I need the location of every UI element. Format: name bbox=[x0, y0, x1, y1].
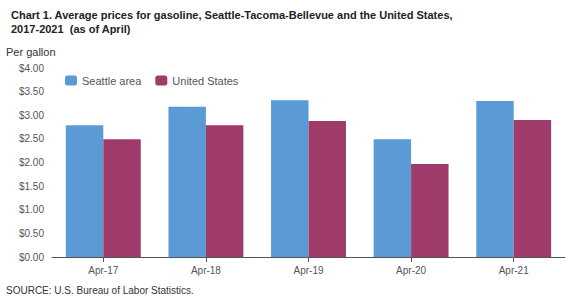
svg-text:$0.50: $0.50 bbox=[19, 228, 44, 239]
svg-text:Chart 1. Average prices for ga: Chart 1. Average prices for gasoline, Se… bbox=[11, 9, 453, 21]
svg-text:$4.00: $4.00 bbox=[19, 63, 44, 74]
svg-text:Apr-20: Apr-20 bbox=[396, 265, 426, 276]
svg-text:$0.00: $0.00 bbox=[19, 252, 44, 263]
svg-text:Apr-19: Apr-19 bbox=[293, 265, 323, 276]
svg-text:$1.00: $1.00 bbox=[19, 204, 44, 215]
svg-text:United States: United States bbox=[172, 75, 239, 87]
svg-text:$3.00: $3.00 bbox=[19, 110, 44, 121]
svg-text:Apr-17: Apr-17 bbox=[88, 265, 118, 276]
svg-text:Apr-21: Apr-21 bbox=[499, 265, 529, 276]
svg-text:Apr-18: Apr-18 bbox=[191, 265, 221, 276]
svg-text:$2.00: $2.00 bbox=[19, 157, 44, 168]
svg-text:2017-2021 (as of April): 2017-2021 (as of April) bbox=[11, 23, 131, 35]
svg-text:Per gallon: Per gallon bbox=[6, 46, 56, 58]
svg-text:$1.50: $1.50 bbox=[19, 181, 44, 192]
svg-text:$3.50: $3.50 bbox=[19, 86, 44, 97]
svg-text:$2.50: $2.50 bbox=[19, 133, 44, 144]
svg-text:SOURCE: U.S. Bureau of Labor S: SOURCE: U.S. Bureau of Labor Statistics. bbox=[6, 285, 194, 296]
svg-text:Seattle area: Seattle area bbox=[82, 75, 142, 87]
